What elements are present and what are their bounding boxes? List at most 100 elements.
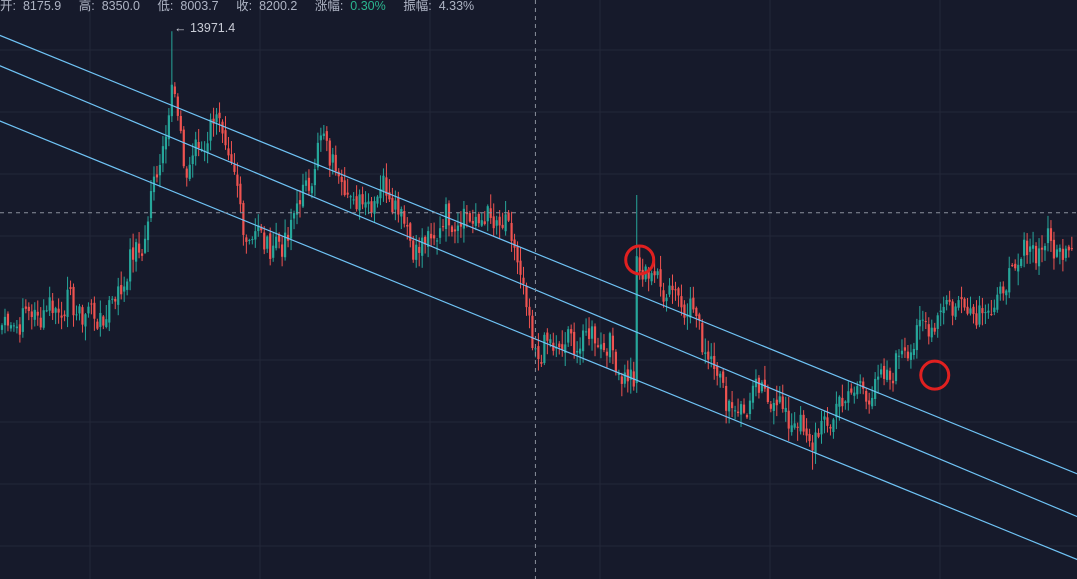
candle xyxy=(36,300,39,326)
open-field: 开: 8175.9 xyxy=(0,0,68,13)
candle-body xyxy=(906,351,910,359)
candle xyxy=(1020,257,1023,269)
candle xyxy=(188,156,191,182)
candle xyxy=(796,422,799,441)
candle-body xyxy=(927,324,930,337)
candle-body xyxy=(334,154,337,172)
candle-body xyxy=(108,300,111,323)
candle xyxy=(897,349,901,369)
candle-body xyxy=(769,404,772,409)
candle-body xyxy=(650,273,653,282)
candle-body xyxy=(522,277,525,284)
candle xyxy=(373,196,376,223)
candle-body xyxy=(900,350,904,355)
candle xyxy=(596,337,600,349)
candle xyxy=(269,227,272,266)
candle-body xyxy=(322,133,325,137)
candle-body xyxy=(278,234,281,242)
candle-body xyxy=(608,333,612,358)
candle-body xyxy=(45,310,48,312)
candle xyxy=(781,384,784,413)
candle xyxy=(334,145,337,176)
candle-body xyxy=(1046,228,1050,244)
candle-body xyxy=(942,306,945,314)
candle xyxy=(57,298,60,324)
candle-body xyxy=(185,168,188,178)
candle xyxy=(424,235,427,254)
candle-body xyxy=(328,140,331,166)
candle xyxy=(167,108,170,147)
candle xyxy=(677,286,680,307)
candle-body xyxy=(677,288,680,296)
candle-body xyxy=(415,244,418,260)
candle-body xyxy=(140,253,144,256)
candle-body xyxy=(173,86,176,95)
candle-body xyxy=(12,325,16,327)
candle xyxy=(328,138,331,177)
candle-body xyxy=(96,321,99,329)
candle-body xyxy=(668,285,671,295)
candle xyxy=(260,223,263,233)
candle-body xyxy=(579,348,582,354)
candle xyxy=(754,369,758,397)
candle-body xyxy=(397,197,400,215)
candle xyxy=(27,302,30,321)
candle xyxy=(859,374,862,394)
candle-body xyxy=(939,310,942,313)
candle-body xyxy=(540,362,543,364)
candle-body xyxy=(301,184,305,207)
candle-body xyxy=(69,287,72,289)
change-label: 涨幅: xyxy=(314,0,344,13)
candle-body xyxy=(349,196,352,198)
candle xyxy=(769,400,772,413)
candle xyxy=(704,338,707,364)
candle xyxy=(698,312,701,330)
candle xyxy=(295,190,299,225)
candle xyxy=(888,367,892,390)
candle xyxy=(105,305,108,329)
candle xyxy=(650,270,653,286)
candle xyxy=(921,310,924,332)
candle-body xyxy=(871,397,874,407)
candle-body xyxy=(659,269,662,287)
candle-body xyxy=(835,403,838,418)
candle-body xyxy=(218,112,221,119)
candle-body xyxy=(373,201,376,214)
candle-body xyxy=(823,416,826,420)
candle-body xyxy=(1058,247,1061,252)
low-field: 低: 8003.7 xyxy=(157,0,225,13)
candle-body xyxy=(704,352,707,354)
candle xyxy=(284,219,287,261)
candle-body xyxy=(915,325,918,351)
candle-body xyxy=(355,196,358,210)
candle-body xyxy=(656,271,659,276)
candle-body xyxy=(430,233,433,239)
candle-body xyxy=(507,212,510,221)
candle xyxy=(316,132,319,171)
candle-body xyxy=(477,214,480,224)
candle xyxy=(877,364,880,394)
candle-body xyxy=(763,379,766,389)
candle-body xyxy=(358,194,361,211)
candle-body xyxy=(221,121,224,134)
candle-body xyxy=(42,310,45,328)
candle-body xyxy=(364,202,367,208)
candle-body xyxy=(307,177,311,191)
candle-body xyxy=(984,312,987,314)
candle-body xyxy=(531,315,534,349)
candle-body xyxy=(275,236,278,249)
channel-lines[interactable] xyxy=(0,6,1077,573)
candle-body xyxy=(567,329,570,343)
candle xyxy=(808,428,811,447)
candle-body xyxy=(376,196,379,204)
candle xyxy=(593,323,597,357)
candle-body xyxy=(3,316,7,326)
candle xyxy=(620,372,623,397)
candle xyxy=(540,354,543,367)
candle xyxy=(587,317,591,346)
candle-body xyxy=(382,175,385,192)
candle xyxy=(224,116,227,150)
candle-body xyxy=(441,226,445,228)
